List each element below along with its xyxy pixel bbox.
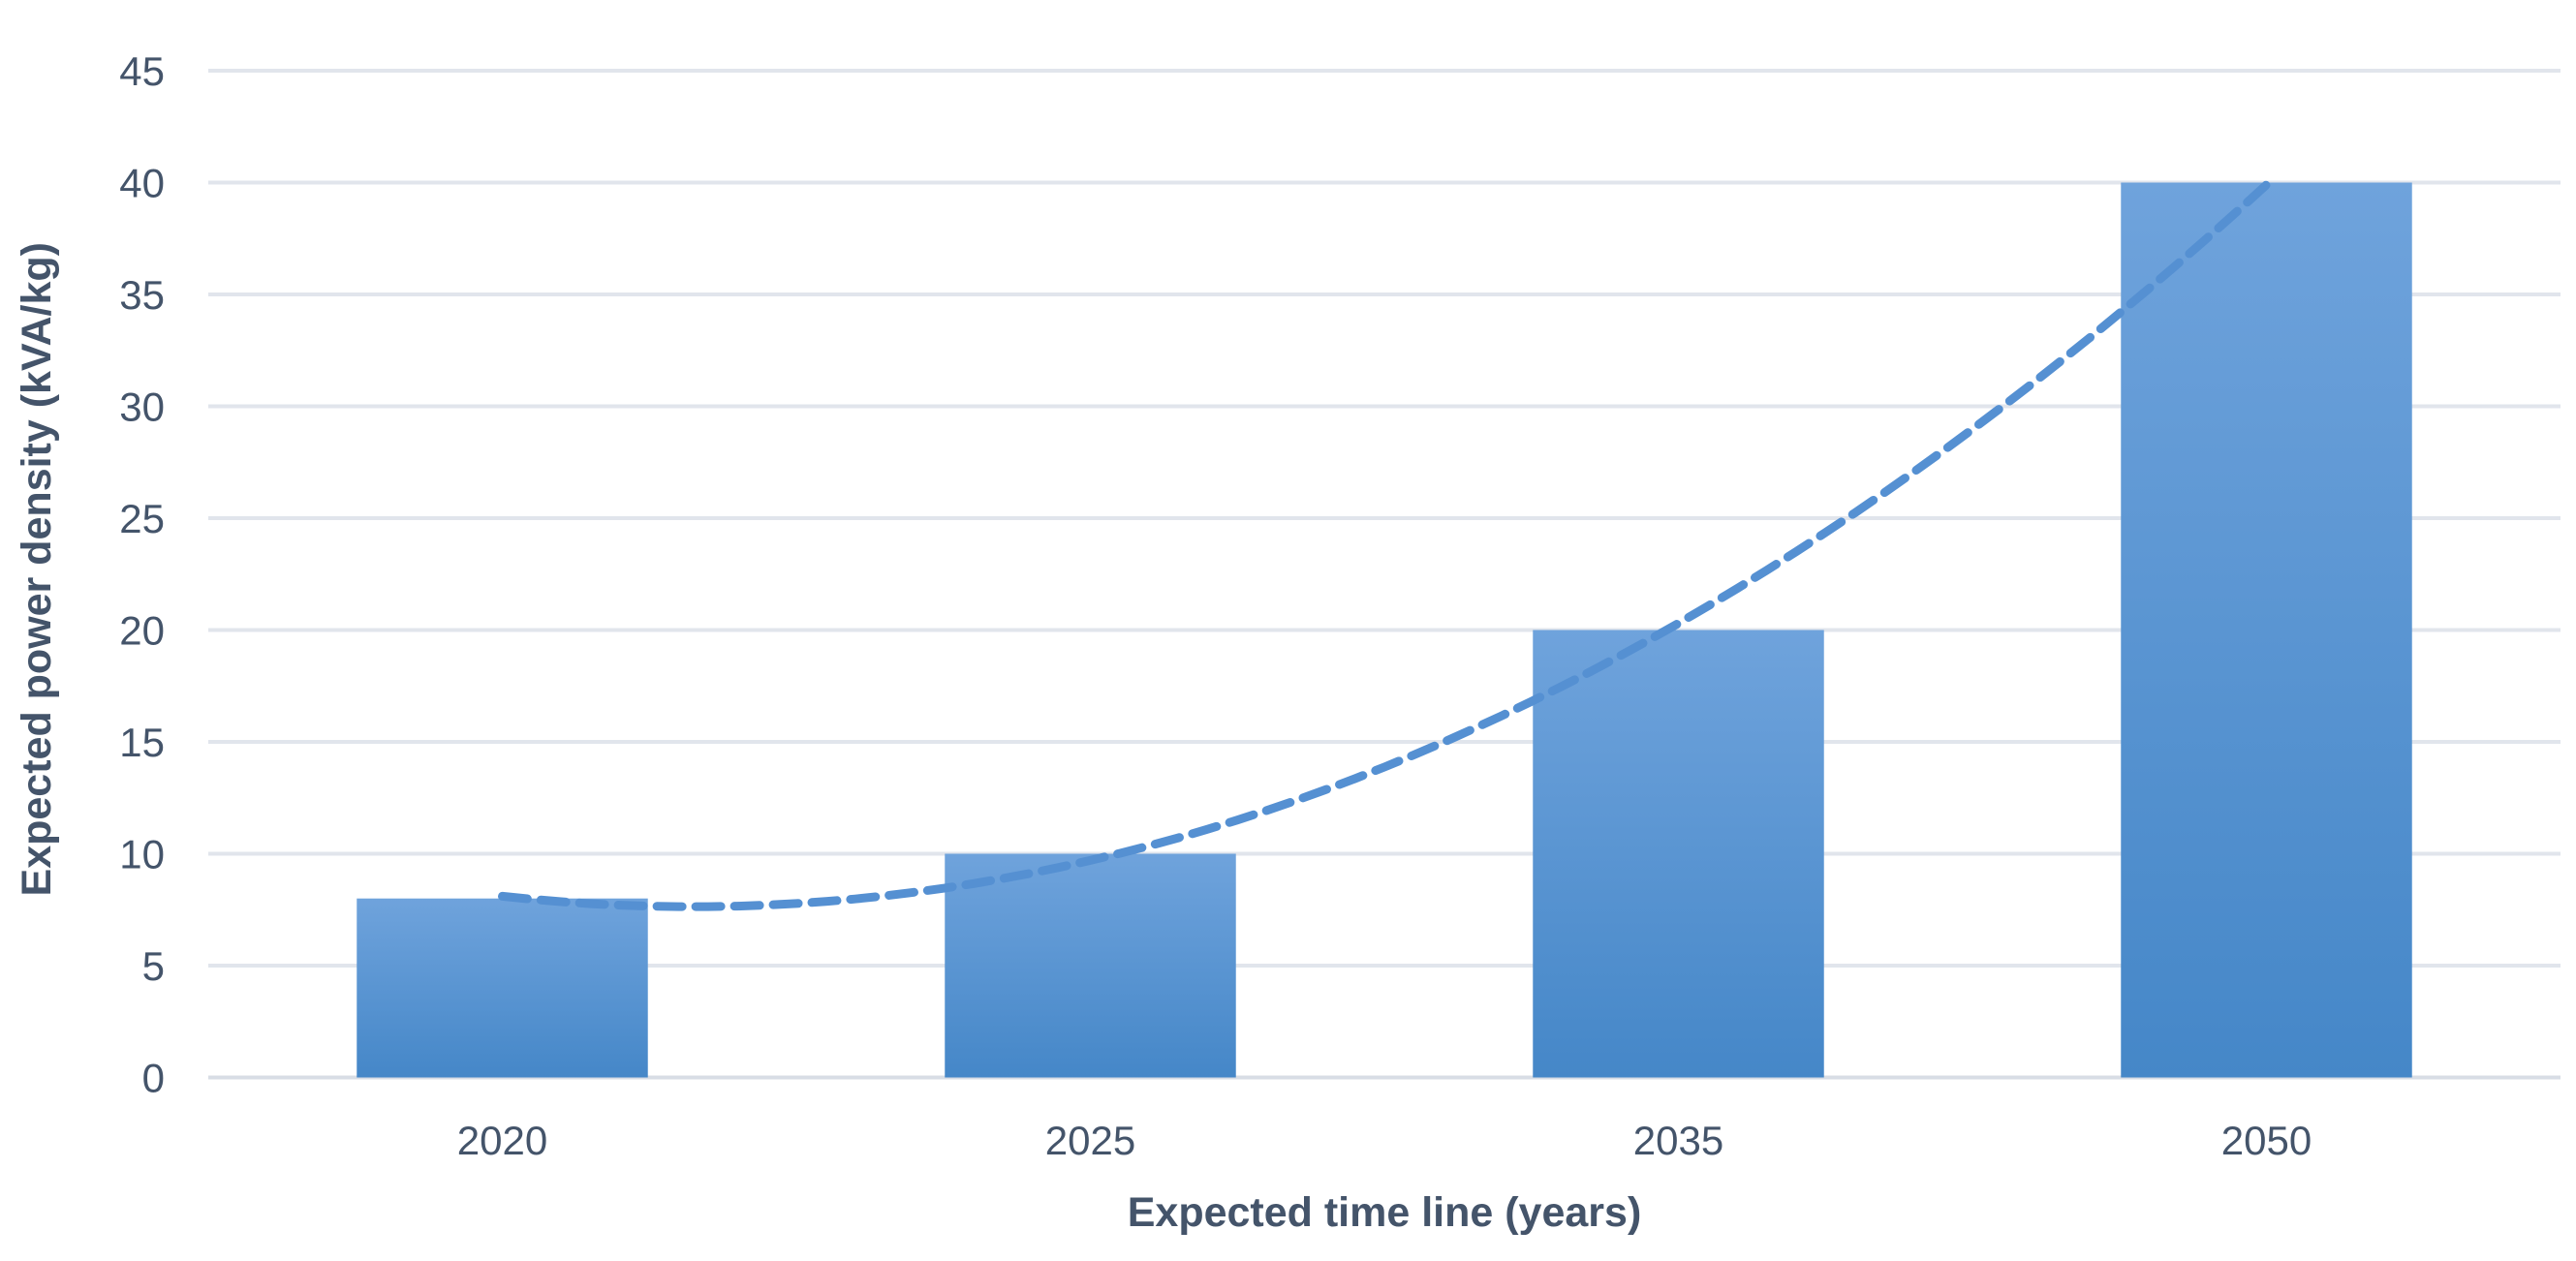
y-tick-label-10: 10 xyxy=(119,832,165,877)
bar-2020 xyxy=(357,898,648,1078)
y-tick-label-35: 35 xyxy=(119,272,165,318)
y-tick-label-5: 5 xyxy=(142,943,165,989)
x-tick-label-2035: 2035 xyxy=(1633,1118,1723,1163)
x-tick-label-2050: 2050 xyxy=(2221,1118,2312,1163)
y-tick-label-0: 0 xyxy=(142,1056,165,1101)
trendline-dashed-curve xyxy=(498,180,2271,911)
bars-group xyxy=(357,182,2412,1078)
y-tick-label-40: 40 xyxy=(119,161,165,206)
y-tick-label-30: 30 xyxy=(119,384,165,430)
y-tick-label-25: 25 xyxy=(119,496,165,541)
y-axis-tick-labels: 0 5 10 15 20 25 30 35 40 45 xyxy=(119,48,165,1101)
y-tick-label-45: 45 xyxy=(119,48,165,94)
x-tick-label-2025: 2025 xyxy=(1045,1118,1135,1163)
y-axis-title: Expected power density (kVA/kg) xyxy=(14,242,60,896)
x-axis-tick-labels: 2020 2025 2035 2050 xyxy=(457,1118,2312,1163)
bar-2035 xyxy=(1533,630,1824,1078)
bar-2025 xyxy=(945,853,1236,1078)
x-axis-title: Expected time line (years) xyxy=(1128,1189,1642,1236)
y-tick-label-15: 15 xyxy=(119,720,165,765)
bar-2050 xyxy=(2121,182,2412,1078)
x-tick-label-2020: 2020 xyxy=(457,1118,547,1163)
y-tick-label-20: 20 xyxy=(119,608,165,654)
